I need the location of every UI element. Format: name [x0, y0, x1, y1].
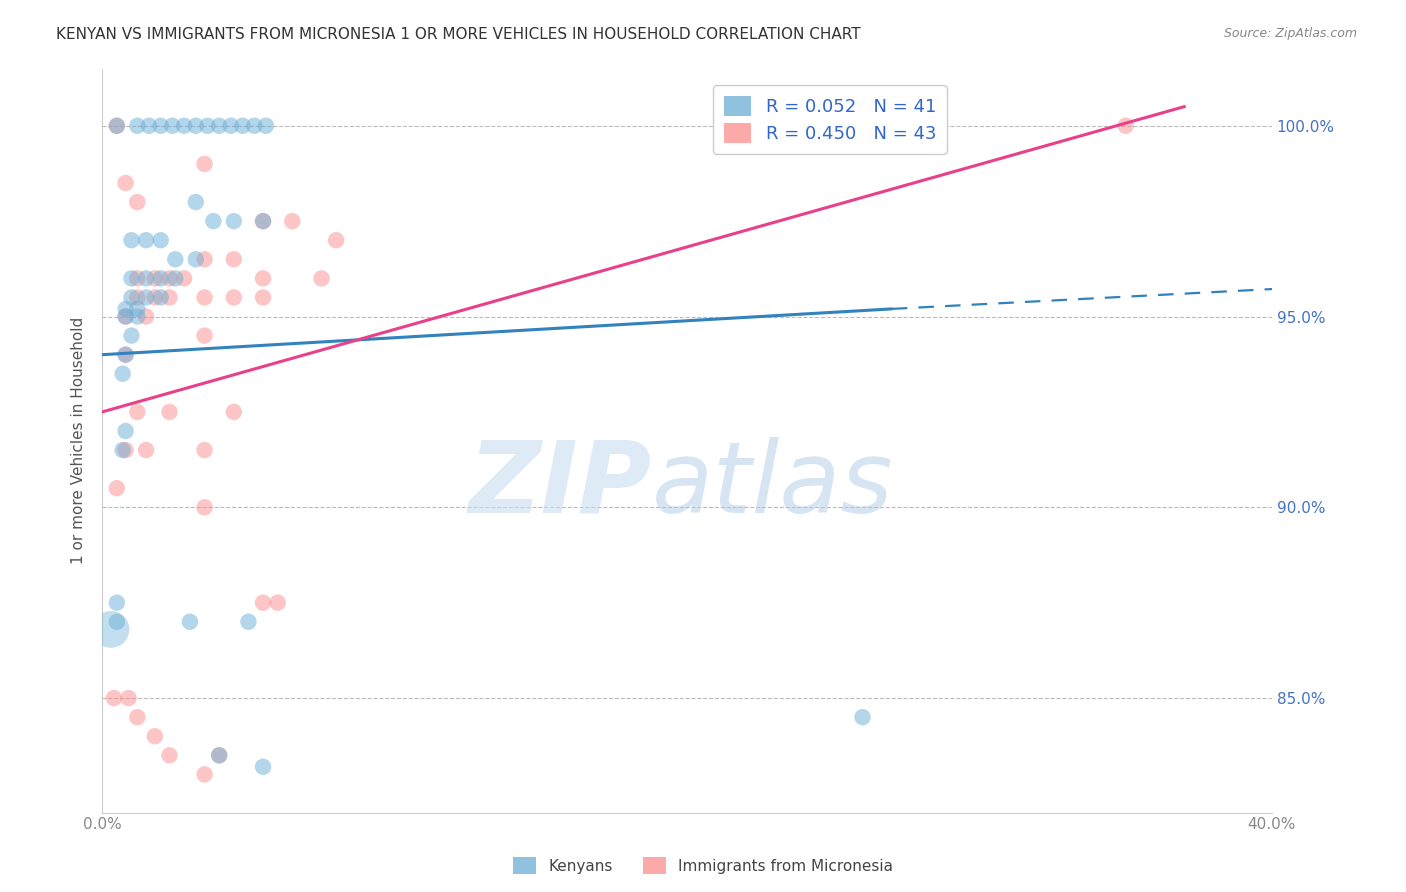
Point — [135, 271, 157, 285]
Point — [851, 710, 873, 724]
Point — [208, 748, 231, 763]
Point — [127, 271, 149, 285]
Point — [193, 290, 215, 304]
Point — [127, 290, 149, 304]
Point — [111, 443, 134, 458]
Point — [193, 328, 215, 343]
Point — [127, 195, 149, 210]
Point — [135, 310, 157, 324]
Point — [165, 252, 187, 267]
Point — [105, 596, 128, 610]
Point — [105, 481, 128, 495]
Point — [114, 348, 136, 362]
Point — [179, 615, 201, 629]
Point — [114, 310, 136, 324]
Point — [103, 691, 125, 706]
Point — [127, 301, 149, 316]
Point — [193, 443, 215, 458]
Point — [114, 301, 136, 316]
Legend: R = 0.052   N = 41, R = 0.450   N = 43: R = 0.052 N = 41, R = 0.450 N = 43 — [713, 85, 948, 153]
Point — [135, 290, 157, 304]
Point — [165, 271, 187, 285]
Point — [149, 271, 172, 285]
Text: atlas: atlas — [652, 437, 894, 533]
Point — [193, 157, 215, 171]
Point — [100, 623, 122, 637]
Point — [281, 214, 304, 228]
Point — [114, 348, 136, 362]
Point — [120, 233, 142, 247]
Point — [222, 252, 245, 267]
Point — [162, 119, 184, 133]
Point — [127, 710, 149, 724]
Point — [149, 119, 172, 133]
Point — [254, 119, 277, 133]
Point — [222, 214, 245, 228]
Point — [159, 405, 181, 419]
Point — [149, 233, 172, 247]
Point — [127, 405, 149, 419]
Point — [325, 233, 347, 247]
Point — [232, 119, 254, 133]
Point — [135, 233, 157, 247]
Text: KENYAN VS IMMIGRANTS FROM MICRONESIA 1 OR MORE VEHICLES IN HOUSEHOLD CORRELATION: KENYAN VS IMMIGRANTS FROM MICRONESIA 1 O… — [56, 27, 860, 42]
Point — [149, 290, 172, 304]
Point — [127, 119, 149, 133]
Point — [143, 271, 166, 285]
Point — [252, 271, 274, 285]
Point — [114, 176, 136, 190]
Point — [208, 119, 231, 133]
Point — [105, 119, 128, 133]
Point — [734, 119, 756, 133]
Point — [208, 748, 231, 763]
Point — [173, 119, 195, 133]
Point — [159, 271, 181, 285]
Point — [311, 271, 333, 285]
Point — [252, 760, 274, 774]
Point — [105, 615, 128, 629]
Point — [193, 252, 215, 267]
Point — [222, 405, 245, 419]
Point — [252, 214, 274, 228]
Point — [105, 119, 128, 133]
Point — [143, 290, 166, 304]
Point — [184, 195, 207, 210]
Point — [193, 767, 215, 781]
Point — [184, 252, 207, 267]
Point — [173, 271, 195, 285]
Point — [252, 290, 274, 304]
Point — [238, 615, 260, 629]
Point — [1115, 119, 1137, 133]
Point — [127, 310, 149, 324]
Legend: Kenyans, Immigrants from Micronesia: Kenyans, Immigrants from Micronesia — [506, 851, 900, 880]
Point — [143, 729, 166, 743]
Point — [193, 500, 215, 515]
Point — [202, 214, 225, 228]
Point — [114, 310, 136, 324]
Point — [114, 443, 136, 458]
Text: ZIP: ZIP — [470, 437, 652, 533]
Y-axis label: 1 or more Vehicles in Household: 1 or more Vehicles in Household — [72, 317, 86, 564]
Point — [159, 748, 181, 763]
Point — [252, 214, 274, 228]
Point — [266, 596, 288, 610]
Point — [114, 424, 136, 438]
Point — [135, 443, 157, 458]
Point — [117, 691, 139, 706]
Point — [222, 290, 245, 304]
Point — [111, 367, 134, 381]
Point — [159, 290, 181, 304]
Point — [120, 290, 142, 304]
Point — [252, 596, 274, 610]
Text: Source: ZipAtlas.com: Source: ZipAtlas.com — [1223, 27, 1357, 40]
Point — [120, 328, 142, 343]
Point — [219, 119, 242, 133]
Point — [184, 119, 207, 133]
Point — [120, 271, 142, 285]
Point — [243, 119, 266, 133]
Point — [197, 119, 219, 133]
Point — [138, 119, 160, 133]
